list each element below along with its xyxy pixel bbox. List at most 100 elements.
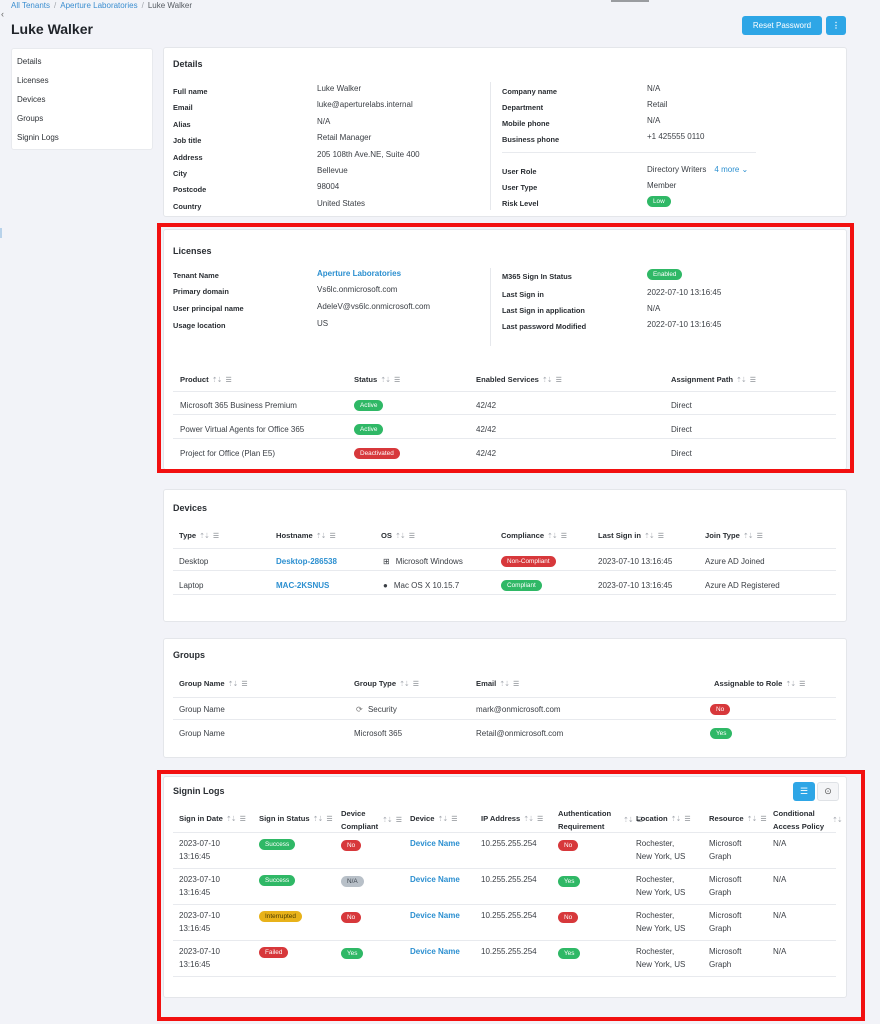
sort-icon[interactable]: ⇡⇣ (315, 533, 327, 540)
signin-column-header[interactable]: IP Address ⇡⇣ ☰ (481, 814, 543, 823)
filter-icon[interactable]: ☰ (684, 816, 691, 823)
filter-icon[interactable]: ☰ (451, 816, 458, 823)
groups-column-header[interactable]: Group Type ⇡⇣ ☰ (354, 679, 419, 688)
filter-icon[interactable]: ☰ (393, 377, 401, 384)
map-pin-icon[interactable]: ⊙ (817, 782, 839, 801)
sort-icon[interactable]: ⇡⇣ (199, 533, 210, 540)
sort-icon[interactable]: ⇡⇣ (499, 681, 510, 688)
signin-column-header[interactable]: Sign in Status ⇡⇣ ☰ (259, 814, 333, 823)
sort-icon[interactable]: ⇡⇣ (437, 816, 449, 823)
user-type-value: Member (647, 181, 677, 190)
signin-location: New York, US (636, 924, 686, 933)
filter-icon[interactable]: ☰ (560, 533, 568, 540)
collapse-chevron-icon[interactable]: ‹ (1, 9, 4, 19)
device-last-signin: 2023-07-10 13:16:45 (598, 557, 673, 566)
nav-item-signin-logs[interactable]: Signin Logs (17, 133, 59, 142)
sort-icon[interactable]: ⇡⇣ (225, 816, 237, 823)
filter-icon[interactable]: ☰ (749, 377, 757, 384)
devices-column-header[interactable]: Join Type ⇡⇣ ☰ (705, 531, 763, 540)
filter-icon[interactable]: ☰ (412, 681, 420, 688)
nav-item-licenses[interactable]: Licenses (17, 76, 49, 85)
nav-item-devices[interactable]: Devices (17, 95, 46, 104)
filter-icon[interactable]: ☰ (241, 681, 248, 688)
device-hostname-link[interactable]: MAC-2KSNUS (276, 581, 330, 590)
sort-icon[interactable]: ⇡⇣ (644, 533, 655, 540)
signin-column-header[interactable]: Device Compliant⇡⇣ ☰ (341, 807, 402, 833)
sort-icon[interactable]: ⇡⇣ (211, 377, 223, 384)
devices-column-header[interactable]: Hostname ⇡⇣ ☰ (276, 531, 336, 540)
sort-icon[interactable]: ⇡⇣ (670, 816, 682, 823)
tenant-name-link[interactable]: Aperture Laboratories (317, 269, 402, 278)
filter-icon[interactable]: ☰ (326, 816, 333, 823)
sort-icon[interactable]: ⇡⇣ (380, 377, 391, 384)
licenses-column-header[interactable]: Status ⇡⇣ ☰ (354, 375, 400, 384)
filter-icon[interactable]: ☰ (225, 377, 232, 384)
license-assignment-path: Direct (671, 401, 692, 410)
groups-column-header[interactable]: Email ⇡⇣ ☰ (476, 679, 519, 688)
filter-icon[interactable]: ☰ (756, 533, 763, 540)
devices-column-header[interactable]: OS ⇡⇣ ☰ (381, 531, 415, 540)
signin-column-header[interactable]: Device ⇡⇣ ☰ (410, 814, 458, 823)
filter-icon[interactable]: ☰ (212, 533, 220, 540)
detail-value: Retail Manager (317, 133, 372, 143)
sort-icon[interactable]: ⇡⇣ (736, 377, 747, 384)
filter-icon[interactable]: ☰ (555, 377, 562, 384)
filter-icon[interactable]: ☰ (636, 817, 644, 824)
filter-icon[interactable]: ☰ (799, 681, 806, 688)
signin-device-link[interactable]: Device Name (410, 839, 460, 848)
breadcrumb-link-tenant[interactable]: Aperture Laboratories (60, 1, 138, 10)
filter-icon[interactable]: ☰ (537, 816, 544, 823)
user-role-more-link[interactable]: 4 more ⌄ (714, 165, 749, 174)
sort-icon[interactable]: ⇡⇣ (523, 816, 534, 823)
sort-icon[interactable]: ⇡⇣ (541, 377, 553, 384)
page-title: Luke Walker (11, 21, 93, 37)
filter-icon[interactable]: ☰ (395, 817, 403, 824)
signin-column-header[interactable]: Location ⇡⇣ ☰ (636, 814, 691, 823)
filter-icon[interactable]: ☰ (760, 816, 767, 823)
row-divider (173, 570, 836, 571)
breadcrumb-link-tenants[interactable]: All Tenants (11, 1, 50, 10)
licenses-column-header[interactable]: Enabled Services ⇡⇣ ☰ (476, 375, 562, 384)
sort-icon[interactable]: ⇡⇣ (623, 817, 634, 824)
sort-icon[interactable]: ⇡⇣ (785, 681, 796, 688)
device-os-label: Mac OS X 10.15.7 (393, 581, 460, 590)
last-password-label: Last password Modified (502, 322, 587, 331)
devices-column-header[interactable]: Last Sign in ⇡⇣ ☰ (598, 531, 664, 540)
groups-column-header[interactable]: Group Name ⇡⇣ ☰ (179, 679, 248, 688)
groups-column-header[interactable]: Assignable to Role ⇡⇣ ☰ (714, 679, 805, 688)
signin-device-link[interactable]: Device Name (410, 875, 460, 884)
signin-column-header[interactable]: Resource ⇡⇣ ☰ (709, 814, 767, 823)
sort-icon[interactable]: ⇡⇣ (832, 817, 843, 824)
filter-icon[interactable]: ☰ (239, 816, 246, 823)
filter-icon[interactable]: ☰ (408, 533, 415, 540)
nav-item-details[interactable]: Details (17, 57, 42, 66)
signin-device-link[interactable]: Device Name (410, 911, 460, 920)
filter-icon[interactable]: ☰ (329, 533, 336, 540)
signin-column-header[interactable]: Sign in Date ⇡⇣ ☰ (179, 814, 246, 823)
device-hostname-link[interactable]: Desktop-286538 (276, 557, 337, 566)
signin-column-header[interactable]: Conditional Access Policy ⇡⇣ (773, 807, 843, 833)
signin-status-badge-cell: Failed (259, 947, 289, 958)
sort-icon[interactable]: ⇡⇣ (547, 533, 558, 540)
signin-device-link[interactable]: Device Name (410, 947, 460, 956)
sort-icon[interactable]: ⇡⇣ (227, 681, 239, 688)
reset-password-button[interactable]: Reset Password (742, 16, 822, 35)
nav-item-groups[interactable]: Groups (17, 114, 44, 123)
user-type-label: User Type (502, 183, 538, 192)
filter-icon[interactable]: ☰ (657, 533, 665, 540)
list-view-icon[interactable]: ☰ (793, 782, 815, 801)
more-actions-button[interactable]: ⋮ (826, 16, 846, 35)
licenses-column-header[interactable]: Assignment Path ⇡⇣ ☰ (671, 375, 756, 384)
sort-icon[interactable]: ⇡⇣ (399, 681, 410, 688)
sort-icon[interactable]: ⇡⇣ (746, 816, 758, 823)
filter-icon[interactable]: ☰ (513, 681, 520, 688)
sort-icon[interactable]: ⇡⇣ (742, 533, 754, 540)
sort-icon[interactable]: ⇡⇣ (394, 533, 406, 540)
devices-column-header[interactable]: Type ⇡⇣ ☰ (179, 531, 219, 540)
licenses-column-header[interactable]: Product ⇡⇣ ☰ (180, 375, 232, 384)
sort-icon[interactable]: ⇡⇣ (382, 817, 393, 824)
row-divider (173, 868, 836, 869)
sort-icon[interactable]: ⇡⇣ (312, 816, 324, 823)
signin-column-header[interactable]: Authentication Requirement ⇡⇣ ☰ (558, 807, 643, 833)
devices-column-header[interactable]: Compliance ⇡⇣ ☰ (501, 531, 567, 540)
